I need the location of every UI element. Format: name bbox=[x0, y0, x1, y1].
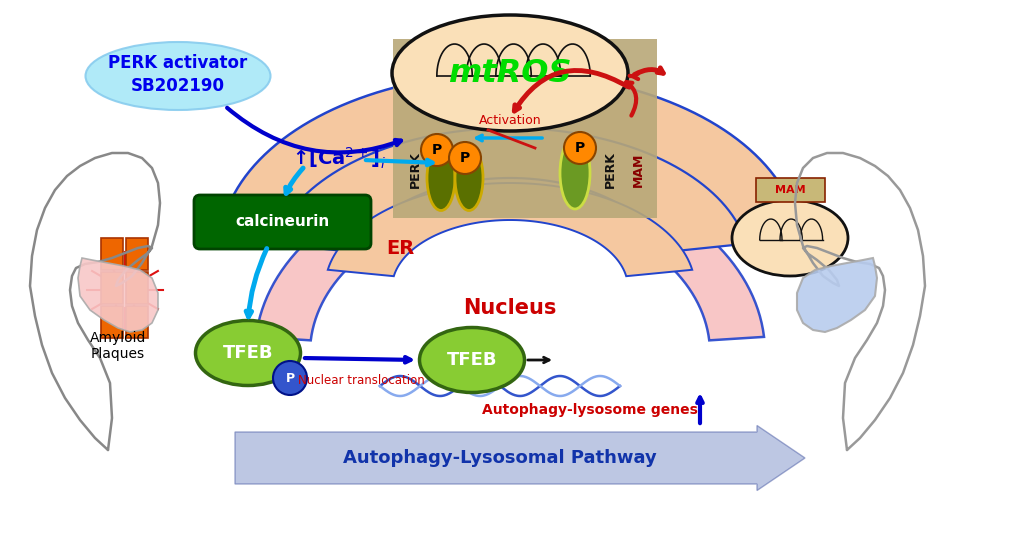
Text: PERK: PERK bbox=[408, 152, 421, 188]
Ellipse shape bbox=[454, 145, 483, 210]
Ellipse shape bbox=[427, 145, 454, 210]
Text: MAM: MAM bbox=[773, 185, 805, 195]
FancyBboxPatch shape bbox=[194, 195, 371, 249]
Circle shape bbox=[564, 132, 595, 164]
Ellipse shape bbox=[732, 200, 847, 276]
Bar bbox=[101, 238, 123, 270]
Text: Autophagy-lysosome genes: Autophagy-lysosome genes bbox=[482, 403, 697, 417]
Circle shape bbox=[421, 134, 452, 166]
Text: P: P bbox=[431, 143, 441, 157]
Polygon shape bbox=[273, 128, 746, 252]
Text: ER: ER bbox=[385, 238, 414, 258]
Text: SB202190: SB202190 bbox=[130, 77, 225, 95]
Polygon shape bbox=[796, 258, 876, 332]
Polygon shape bbox=[77, 258, 158, 332]
FancyBboxPatch shape bbox=[755, 178, 824, 202]
FancyBboxPatch shape bbox=[392, 39, 656, 218]
Text: PERK: PERK bbox=[603, 152, 615, 188]
Text: mtROS: mtROS bbox=[447, 58, 572, 88]
Circle shape bbox=[273, 361, 307, 395]
Bar bbox=[126, 306, 148, 338]
Text: P: P bbox=[285, 372, 294, 385]
Text: calcineurin: calcineurin bbox=[235, 215, 330, 230]
Bar bbox=[101, 306, 123, 338]
Polygon shape bbox=[327, 183, 692, 276]
Ellipse shape bbox=[391, 15, 628, 131]
FancyArrow shape bbox=[234, 426, 804, 491]
Bar bbox=[101, 272, 123, 304]
Text: TFEB: TFEB bbox=[222, 344, 273, 362]
Ellipse shape bbox=[419, 328, 524, 393]
Text: Nuclear translocation: Nuclear translocation bbox=[298, 373, 424, 386]
Bar bbox=[126, 238, 148, 270]
Text: Amyloid
Plaques: Amyloid Plaques bbox=[90, 331, 146, 361]
Bar bbox=[126, 272, 148, 304]
Text: MAM: MAM bbox=[631, 153, 644, 187]
Polygon shape bbox=[224, 73, 795, 228]
Ellipse shape bbox=[559, 137, 589, 209]
Text: TFEB: TFEB bbox=[446, 351, 497, 369]
Text: Autophagy-Lysosomal Pathway: Autophagy-Lysosomal Pathway bbox=[342, 449, 656, 467]
Text: Nucleus: Nucleus bbox=[463, 298, 556, 318]
Text: PERK activator: PERK activator bbox=[108, 54, 248, 72]
Ellipse shape bbox=[86, 42, 270, 110]
Text: Activation: Activation bbox=[478, 114, 541, 126]
Text: P: P bbox=[460, 151, 470, 165]
Ellipse shape bbox=[196, 321, 301, 386]
Text: ↑[Ca$^{2+}$]$_i$: ↑[Ca$^{2+}$]$_i$ bbox=[291, 145, 385, 171]
Text: P: P bbox=[575, 141, 585, 155]
Circle shape bbox=[448, 142, 481, 174]
Polygon shape bbox=[256, 168, 763, 341]
